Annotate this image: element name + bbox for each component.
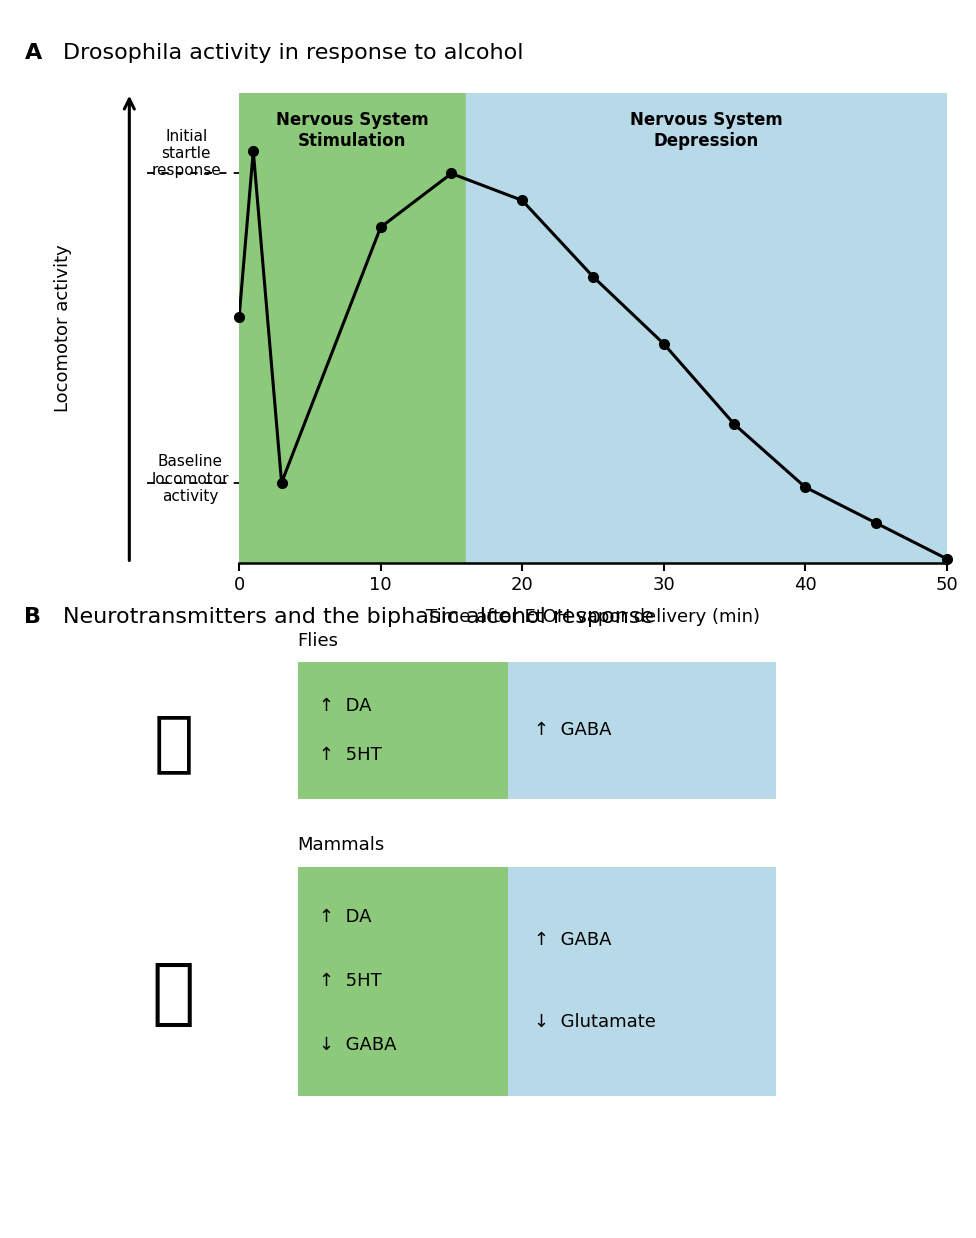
Text: Drosophila activity in response to alcohol: Drosophila activity in response to alcoh… (63, 43, 524, 63)
Text: ↑  DA: ↑ DA (318, 907, 371, 926)
Text: Nervous System
Depression: Nervous System Depression (630, 110, 783, 150)
Text: Mammals: Mammals (298, 836, 385, 854)
Bar (466, 93, 947, 563)
Text: ↓  GABA: ↓ GABA (318, 1036, 396, 1055)
Text: ↑  GABA: ↑ GABA (535, 931, 612, 948)
Text: 🐁: 🐁 (151, 959, 195, 1029)
Text: Baseline
locomotor
activity: Baseline locomotor activity (151, 454, 228, 504)
Text: Flies: Flies (298, 631, 339, 650)
Text: B: B (24, 607, 41, 626)
Text: ↑  5HT: ↑ 5HT (318, 972, 382, 990)
Text: Nervous System
Stimulation: Nervous System Stimulation (276, 110, 428, 150)
Text: Neurotransmitters and the biphasic alcohol response: Neurotransmitters and the biphasic alcoh… (63, 607, 655, 626)
Text: Locomotor activity: Locomotor activity (55, 244, 72, 412)
Text: Initial
startle
response: Initial startle response (151, 129, 221, 178)
Bar (239, 93, 466, 563)
Text: 🪰: 🪰 (153, 711, 193, 776)
Text: ↓  Glutamate: ↓ Glutamate (535, 1014, 656, 1031)
Text: ↑  DA: ↑ DA (318, 697, 371, 714)
Text: A: A (24, 43, 42, 63)
X-axis label: Time after EtOH vapor delivery (min): Time after EtOH vapor delivery (min) (426, 608, 760, 626)
Text: ↑  GABA: ↑ GABA (535, 722, 612, 739)
Text: ↑  5HT: ↑ 5HT (318, 747, 382, 764)
